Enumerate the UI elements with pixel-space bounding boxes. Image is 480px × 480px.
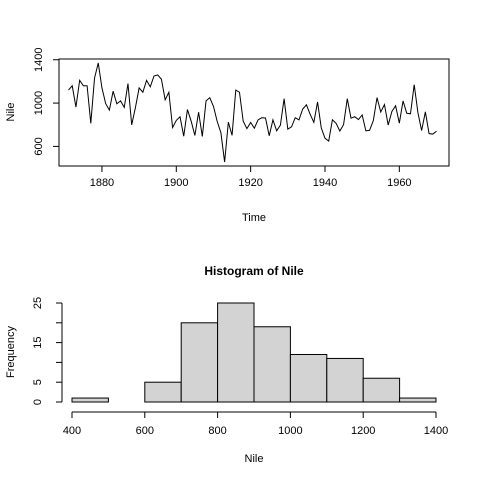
hist-x-tick-label: 1200 [351, 425, 375, 437]
hist-x-tick-label: 400 [63, 425, 81, 437]
ts-x-axis-title: Time [242, 212, 266, 224]
hist-x-axis-title: Nile [245, 453, 264, 465]
hist-y-tick-label: 0 [32, 399, 44, 405]
histogram-bar [253, 326, 291, 403]
ts-y-axis: 600 1000 1400 [33, 48, 59, 156]
hist-y-axis: 0 5 15 25 [32, 297, 63, 405]
hist-y-tick-label: 25 [32, 297, 44, 309]
histogram-bar [217, 302, 255, 403]
ts-x-tick-label: 1920 [238, 177, 262, 189]
ts-x-axis: 1880 1900 1920 1940 1960 [90, 166, 412, 189]
hist-y-axis-title: Frequency [5, 326, 17, 378]
histogram-bar [399, 397, 437, 403]
histogram-bar [326, 357, 364, 403]
histogram-bar [144, 381, 182, 403]
hist-plot-title: Histogram of Nile [204, 264, 304, 278]
ts-x-tick-label: 1940 [313, 177, 337, 189]
ts-plot-frame [58, 58, 450, 167]
time-series-plot: 600 1000 1400 1880 1900 1920 1940 1960 Time Ni… [5, 48, 450, 224]
histogram-plot: Histogram of Nile 0 5 15 25 400 600 800 1000 12… [5, 264, 448, 465]
ts-x-tick-label: 1880 [90, 177, 114, 189]
hist-x-axis: 400 600 800 1000 1200 1400 [63, 411, 448, 437]
ts-y-tick-label: 600 [33, 137, 45, 155]
hist-x-tick-label: 600 [136, 425, 154, 437]
histogram-bar [362, 377, 401, 403]
ts-y-tick-label: 1400 [33, 48, 45, 72]
ts-y-tick-label: 1000 [33, 91, 45, 115]
ts-x-tick-label: 1900 [164, 177, 188, 189]
ts-y-axis-title: Nile [5, 103, 17, 122]
hist-y-tick-label: 5 [32, 379, 44, 385]
hist-x-tick-label: 1000 [278, 425, 302, 437]
histogram-bar [180, 322, 219, 403]
ts-series-line [68, 62, 437, 163]
histogram-bar [71, 397, 109, 403]
histogram-bar [289, 353, 328, 403]
hist-x-tick-label: 1400 [424, 425, 448, 437]
ts-x-tick-label: 1960 [387, 177, 411, 189]
histogram-bars [71, 302, 437, 403]
hist-y-tick-label: 15 [32, 336, 44, 348]
hist-x-tick-label: 800 [208, 425, 226, 437]
